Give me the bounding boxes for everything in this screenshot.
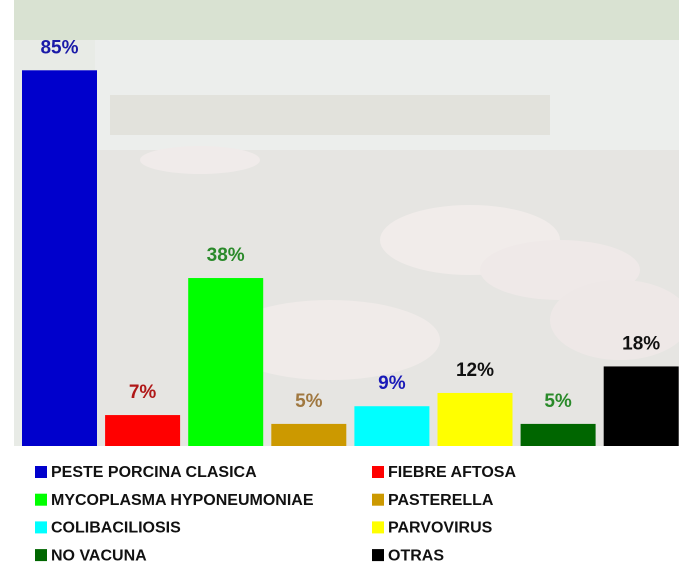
value-label: 5% bbox=[544, 391, 572, 412]
legend-swatch bbox=[372, 549, 384, 561]
value-label: 7% bbox=[129, 382, 157, 403]
value-label: 18% bbox=[622, 333, 660, 354]
legend-label: NO VACUNA bbox=[51, 547, 147, 564]
legend-swatch bbox=[372, 521, 384, 533]
bar bbox=[271, 424, 346, 446]
value-label: 9% bbox=[378, 373, 406, 394]
legend-label: MYCOPLASMA HYPONEUMONIAE bbox=[51, 492, 314, 509]
bar bbox=[354, 406, 429, 446]
legend-label: FIEBRE AFTOSA bbox=[388, 464, 516, 481]
legend-swatch bbox=[35, 521, 47, 533]
legend-swatch bbox=[35, 466, 47, 478]
bar bbox=[22, 70, 97, 446]
chart: 85% 7% 38% 5% 9% 12% 5% 18% PESTE PORCINA CLASIC… bbox=[0, 0, 679, 564]
legend-label: COLIBACILIOSIS bbox=[51, 520, 181, 537]
legend-swatch bbox=[372, 466, 384, 478]
legend-label: PESTE PORCINA CLASICA bbox=[51, 464, 257, 481]
legend-swatch bbox=[372, 494, 384, 506]
bar bbox=[521, 424, 596, 446]
value-label: 85% bbox=[40, 37, 78, 58]
value-label: 38% bbox=[207, 245, 245, 266]
bar bbox=[105, 415, 180, 446]
bar bbox=[604, 366, 679, 446]
legend-label: PARVOVIRUS bbox=[388, 520, 493, 537]
legend-label: OTRAS bbox=[388, 547, 444, 564]
value-label: 5% bbox=[295, 391, 323, 412]
legend-swatch bbox=[35, 549, 47, 561]
legend-swatch bbox=[35, 494, 47, 506]
background-photo bbox=[14, 0, 679, 446]
legend-label: PASTERELLA bbox=[388, 492, 494, 509]
value-label: 12% bbox=[456, 360, 494, 381]
bar bbox=[438, 393, 513, 446]
bar bbox=[188, 278, 263, 446]
